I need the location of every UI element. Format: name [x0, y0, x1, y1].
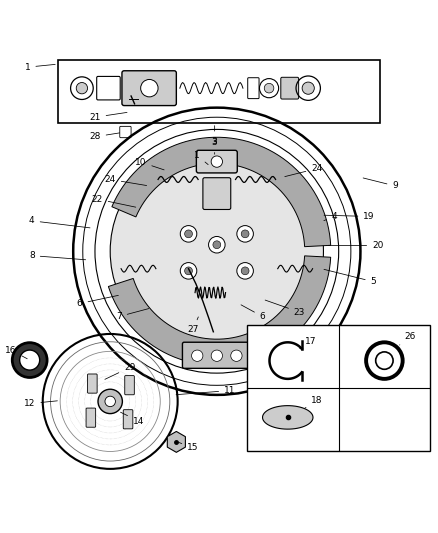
Text: 1: 1 — [25, 63, 55, 71]
Circle shape — [211, 350, 223, 361]
Circle shape — [110, 144, 323, 358]
Circle shape — [76, 83, 88, 94]
Text: 7: 7 — [116, 309, 149, 321]
FancyBboxPatch shape — [88, 374, 97, 393]
Text: 20: 20 — [328, 241, 384, 250]
Circle shape — [185, 267, 192, 275]
Text: 3: 3 — [212, 126, 218, 146]
Polygon shape — [108, 256, 331, 365]
Circle shape — [376, 352, 393, 369]
FancyBboxPatch shape — [203, 177, 231, 209]
Text: 11: 11 — [176, 386, 236, 395]
FancyBboxPatch shape — [122, 71, 177, 106]
Text: 12: 12 — [24, 399, 57, 408]
Text: 28: 28 — [89, 132, 120, 141]
Text: 22: 22 — [92, 195, 136, 207]
FancyBboxPatch shape — [125, 376, 134, 395]
Circle shape — [302, 82, 314, 94]
FancyBboxPatch shape — [196, 150, 237, 173]
Text: 4: 4 — [324, 212, 337, 221]
Bar — [247, 325, 430, 451]
Polygon shape — [112, 138, 331, 247]
Text: 21: 21 — [89, 112, 127, 122]
Text: 8: 8 — [29, 251, 86, 260]
Text: 15: 15 — [179, 442, 199, 453]
Text: 29: 29 — [105, 363, 135, 379]
Circle shape — [105, 396, 116, 407]
Text: 6: 6 — [77, 295, 118, 308]
Text: 24: 24 — [105, 175, 147, 185]
FancyBboxPatch shape — [123, 410, 133, 429]
Circle shape — [241, 230, 249, 238]
Circle shape — [264, 83, 274, 93]
Circle shape — [180, 263, 197, 279]
Circle shape — [241, 267, 249, 275]
Circle shape — [141, 79, 158, 97]
Bar — [58, 60, 380, 123]
Text: 5: 5 — [324, 269, 376, 286]
Text: 18: 18 — [305, 397, 323, 408]
Polygon shape — [262, 406, 313, 429]
Circle shape — [231, 350, 242, 361]
Text: 26: 26 — [399, 332, 416, 345]
Text: 1: 1 — [194, 151, 208, 165]
Circle shape — [211, 156, 223, 167]
Text: 14: 14 — [120, 412, 144, 425]
Text: 4: 4 — [29, 216, 90, 228]
Circle shape — [213, 241, 221, 249]
FancyBboxPatch shape — [281, 77, 299, 99]
Circle shape — [180, 225, 197, 242]
Text: 10: 10 — [135, 158, 164, 170]
Text: 23: 23 — [265, 300, 305, 317]
FancyBboxPatch shape — [183, 342, 251, 368]
Polygon shape — [167, 431, 185, 453]
Circle shape — [191, 350, 203, 361]
Text: 6: 6 — [241, 305, 265, 321]
Text: 19: 19 — [324, 212, 375, 221]
Circle shape — [208, 237, 225, 253]
Circle shape — [237, 225, 253, 242]
Circle shape — [98, 389, 122, 414]
Text: 17: 17 — [300, 336, 316, 349]
Text: 3: 3 — [212, 138, 218, 154]
Text: 16: 16 — [5, 345, 27, 359]
Circle shape — [185, 230, 192, 238]
Text: 9: 9 — [363, 178, 398, 190]
FancyBboxPatch shape — [86, 408, 95, 427]
Text: 24: 24 — [285, 164, 322, 176]
Text: 27: 27 — [187, 317, 198, 334]
Circle shape — [20, 350, 40, 370]
Circle shape — [12, 343, 47, 377]
Circle shape — [237, 263, 253, 279]
